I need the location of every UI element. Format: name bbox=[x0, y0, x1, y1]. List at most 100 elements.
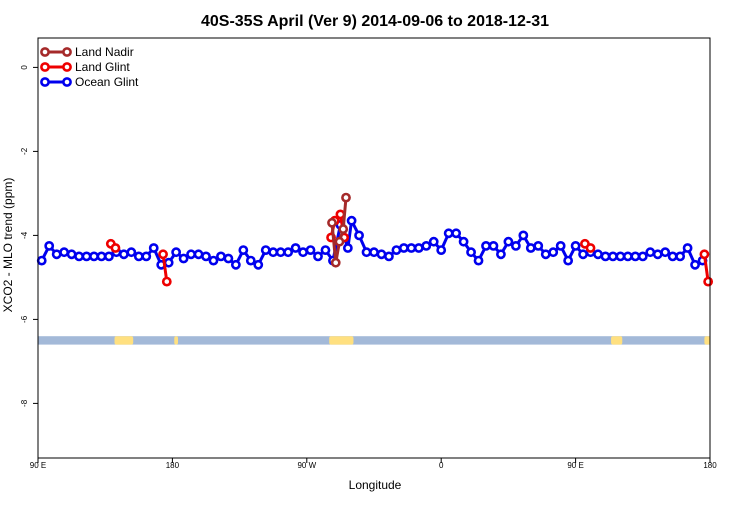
legend-marker bbox=[40, 62, 50, 72]
data-point bbox=[622, 251, 633, 262]
y-tick-label: -6 bbox=[20, 315, 29, 323]
data-point bbox=[682, 243, 693, 253]
data-point bbox=[268, 247, 279, 258]
data-point bbox=[428, 236, 439, 247]
data-point bbox=[675, 251, 686, 262]
data-point bbox=[555, 240, 566, 251]
data-point bbox=[481, 240, 491, 251]
data-point bbox=[89, 251, 99, 262]
legend-label: Ocean Glint bbox=[75, 75, 139, 89]
data-point bbox=[615, 251, 626, 262]
data-point bbox=[186, 249, 196, 260]
data-point bbox=[66, 249, 77, 260]
legend-marker bbox=[62, 62, 72, 72]
map-land-segment bbox=[114, 336, 134, 345]
data-point bbox=[158, 249, 168, 260]
legend-item-land-nadir: Land Nadir bbox=[40, 45, 134, 59]
data-point bbox=[406, 243, 417, 253]
data-point bbox=[443, 228, 454, 239]
data-point bbox=[548, 247, 559, 258]
data-point bbox=[320, 245, 331, 255]
data-point bbox=[118, 249, 129, 260]
series-ocean-glint bbox=[36, 215, 708, 270]
data-point bbox=[238, 245, 249, 255]
data-point bbox=[369, 247, 379, 258]
data-point bbox=[313, 251, 323, 262]
data-point bbox=[208, 255, 219, 266]
data-point bbox=[290, 243, 301, 253]
data-point bbox=[518, 230, 529, 241]
legend-item-land-glint: Land Glint bbox=[40, 60, 130, 74]
data-point bbox=[354, 230, 364, 241]
data-point bbox=[600, 251, 611, 262]
data-point bbox=[148, 243, 159, 253]
data-point bbox=[585, 243, 596, 253]
data-point bbox=[44, 240, 55, 251]
data-point bbox=[171, 247, 182, 258]
data-point bbox=[496, 249, 506, 260]
data-point bbox=[193, 249, 204, 260]
legend-marker bbox=[62, 47, 72, 57]
data-point bbox=[178, 253, 189, 264]
series-layer bbox=[36, 192, 714, 287]
y-tick-label: -4 bbox=[20, 231, 29, 239]
data-point bbox=[110, 243, 121, 253]
data-point bbox=[133, 251, 144, 262]
y-axis-label: XCO2 - MLO trend (ppm) bbox=[1, 178, 15, 313]
y-tick-label: -8 bbox=[20, 399, 29, 407]
data-point bbox=[630, 251, 641, 262]
legend-marker bbox=[40, 47, 50, 57]
data-point bbox=[608, 251, 618, 262]
x-tick-label: 90 E bbox=[30, 461, 46, 470]
data-point bbox=[667, 251, 678, 262]
data-point bbox=[451, 228, 462, 239]
map-land-segment bbox=[704, 336, 710, 345]
x-tick-label: 180 bbox=[703, 461, 717, 470]
data-point bbox=[330, 257, 341, 268]
data-point bbox=[376, 249, 387, 260]
data-point bbox=[570, 240, 581, 251]
data-point bbox=[593, 249, 603, 260]
legend-label: Land Glint bbox=[75, 60, 130, 74]
x-axis-label: Longitude bbox=[349, 478, 402, 492]
data-point bbox=[81, 251, 92, 262]
data-point bbox=[525, 243, 536, 253]
axis-layer: 90 E 180 90 W 0 90 E 180 0 -2 -4 -6 -8 bbox=[20, 65, 717, 470]
data-point bbox=[96, 251, 107, 262]
x-tick-label: 90 W bbox=[297, 461, 316, 470]
data-point bbox=[458, 236, 469, 247]
data-point bbox=[230, 259, 241, 270]
data-point bbox=[421, 240, 432, 251]
data-point bbox=[466, 247, 476, 258]
data-point bbox=[161, 276, 172, 287]
data-point bbox=[36, 255, 47, 266]
legend-marker bbox=[40, 77, 50, 87]
map-land-segment bbox=[329, 336, 354, 345]
plot-frame bbox=[37, 37, 711, 459]
series-line-segment bbox=[330, 222, 338, 263]
data-point bbox=[163, 257, 174, 268]
data-point bbox=[645, 247, 656, 258]
x-tick-label: 90 E bbox=[567, 461, 583, 470]
data-point bbox=[126, 247, 137, 258]
data-point bbox=[488, 240, 499, 251]
data-point bbox=[652, 249, 663, 260]
legend-marker bbox=[62, 77, 72, 87]
data-point bbox=[660, 247, 671, 258]
data-point bbox=[436, 245, 447, 255]
data-point bbox=[260, 245, 271, 255]
data-point bbox=[510, 240, 521, 251]
map-ocean-band bbox=[38, 336, 710, 345]
data-point bbox=[216, 251, 226, 262]
series-land-nadir bbox=[327, 192, 351, 268]
data-point bbox=[398, 243, 409, 253]
data-point bbox=[540, 249, 551, 260]
data-point bbox=[473, 255, 484, 266]
data-point bbox=[563, 255, 574, 266]
data-point bbox=[141, 251, 152, 262]
data-point bbox=[413, 243, 424, 253]
data-point bbox=[637, 251, 648, 262]
data-point bbox=[51, 249, 62, 260]
series-line-segment bbox=[341, 197, 348, 230]
